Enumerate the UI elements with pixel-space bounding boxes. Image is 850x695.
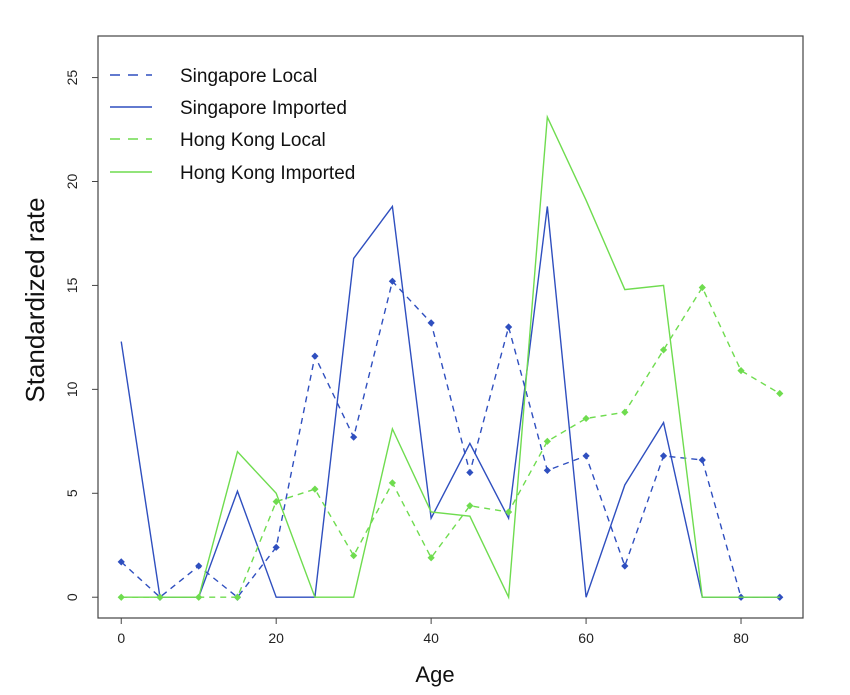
y-tick-label: 20 [64,174,80,190]
y-axis-title: Standardized rate [20,197,50,402]
legend: Singapore Local Singapore Imported Hong Ko… [110,66,355,184]
series-3-point [466,502,474,510]
series-1-point [505,323,513,331]
y-tick-label: 25 [64,70,80,86]
x-axis: 0 20 40 60 80 [117,618,749,646]
series-3-point [621,408,629,416]
series-3-point [659,346,668,354]
x-tick-label: 60 [578,630,594,646]
series-1-point [659,452,668,460]
series-3-point [233,593,242,601]
x-axis-title: Age [415,662,454,687]
series-3-point [582,414,590,423]
series-3-point [776,389,784,398]
series-3-point [272,498,280,506]
legend-label: Hong Kong Imported [180,163,355,184]
y-tick-label: 5 [64,489,80,497]
series-1-point [427,319,435,327]
series-1-point [311,352,319,360]
x-tick-label: 80 [733,630,749,646]
legend-label: Hong Kong Local [180,130,326,151]
series-3-point [427,554,435,562]
y-tick-label: 15 [64,277,80,293]
series-3-point [737,367,745,375]
series-1-point [117,558,125,566]
series-3-point [350,552,358,560]
series-3-point [698,283,706,292]
series-1-point [195,562,203,570]
series-layer [117,114,784,601]
series-line-3 [121,286,781,598]
series-1-point [582,452,590,460]
y-tick-label: 0 [64,593,80,601]
plot-frame [97,35,804,619]
x-tick-label: 40 [423,630,439,646]
series-1-point [466,468,474,477]
legend-label: Singapore Local [180,66,317,87]
series-3-point [311,485,319,493]
series-line-1 [120,279,780,599]
series-3-point [543,437,551,445]
series-1-point [388,277,396,285]
series-1-point [698,456,706,464]
x-tick-label: 20 [268,630,284,646]
y-tick-label: 10 [64,381,80,397]
y-axis: 0 5 10 15 20 25 [64,70,98,601]
legend-label: Singapore Imported [180,98,347,119]
series-line-2 [120,204,780,598]
x-tick-label: 0 [117,630,125,646]
series-line-4 [121,114,780,600]
series-3-point [505,508,513,516]
series-3-point [388,479,396,487]
series-1-point [543,466,551,475]
series-1-point [621,562,629,570]
series-1-point [350,433,358,441]
series-1-point [272,543,280,551]
